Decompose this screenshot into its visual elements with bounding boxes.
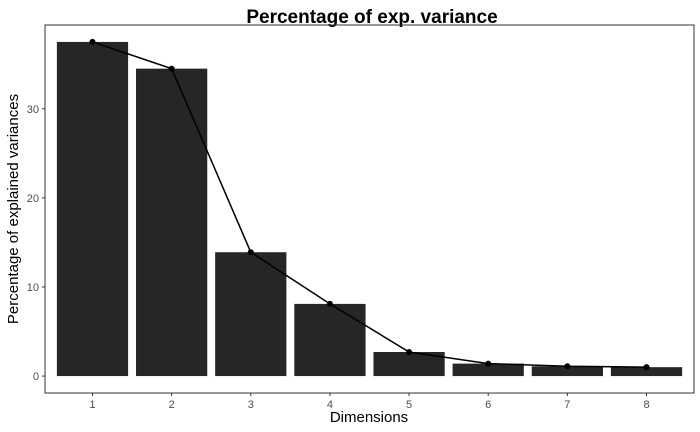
x-tick-label-6: 6	[485, 399, 491, 411]
trend-line	[92, 41, 647, 368]
y-axis: 0 10 20 30	[27, 104, 45, 383]
point-3	[247, 249, 254, 256]
point-7	[564, 363, 571, 370]
x-tick-label-2: 2	[169, 399, 175, 411]
x-tick-label-5: 5	[406, 399, 412, 411]
bar-6	[452, 363, 524, 377]
chart-title: Percentage of exp. variance	[246, 7, 497, 28]
point-8	[643, 364, 650, 371]
bars-group	[56, 41, 683, 377]
bar-4	[294, 303, 366, 377]
point-1	[89, 38, 96, 45]
bar-2	[136, 68, 208, 377]
y-axis-title: Percentage of explained variances	[5, 94, 22, 324]
point-2	[168, 65, 175, 72]
points-group	[89, 38, 650, 371]
x-tick-label-4: 4	[327, 399, 333, 411]
bar-1	[56, 41, 129, 377]
y-tick-label-0: 0	[33, 371, 39, 383]
x-axis: 1 2 3 4 5 6 7 8	[89, 393, 650, 411]
y-tick-label-20: 20	[27, 193, 39, 205]
bar-3	[215, 252, 287, 377]
x-tick-label-3: 3	[248, 399, 254, 411]
x-tick-label-1: 1	[89, 399, 95, 411]
point-6	[485, 360, 492, 367]
point-4	[326, 300, 333, 307]
point-5	[406, 349, 413, 356]
x-tick-label-8: 8	[643, 399, 649, 411]
plot-panel	[44, 24, 695, 394]
x-axis-title: Dimensions	[330, 409, 408, 426]
x-tick-label-7: 7	[564, 399, 570, 411]
bar-8	[610, 367, 683, 377]
y-tick-label-10: 10	[27, 282, 39, 294]
bar-7	[531, 366, 603, 377]
y-tick-label-30: 30	[27, 104, 39, 116]
line-group	[92, 41, 647, 368]
